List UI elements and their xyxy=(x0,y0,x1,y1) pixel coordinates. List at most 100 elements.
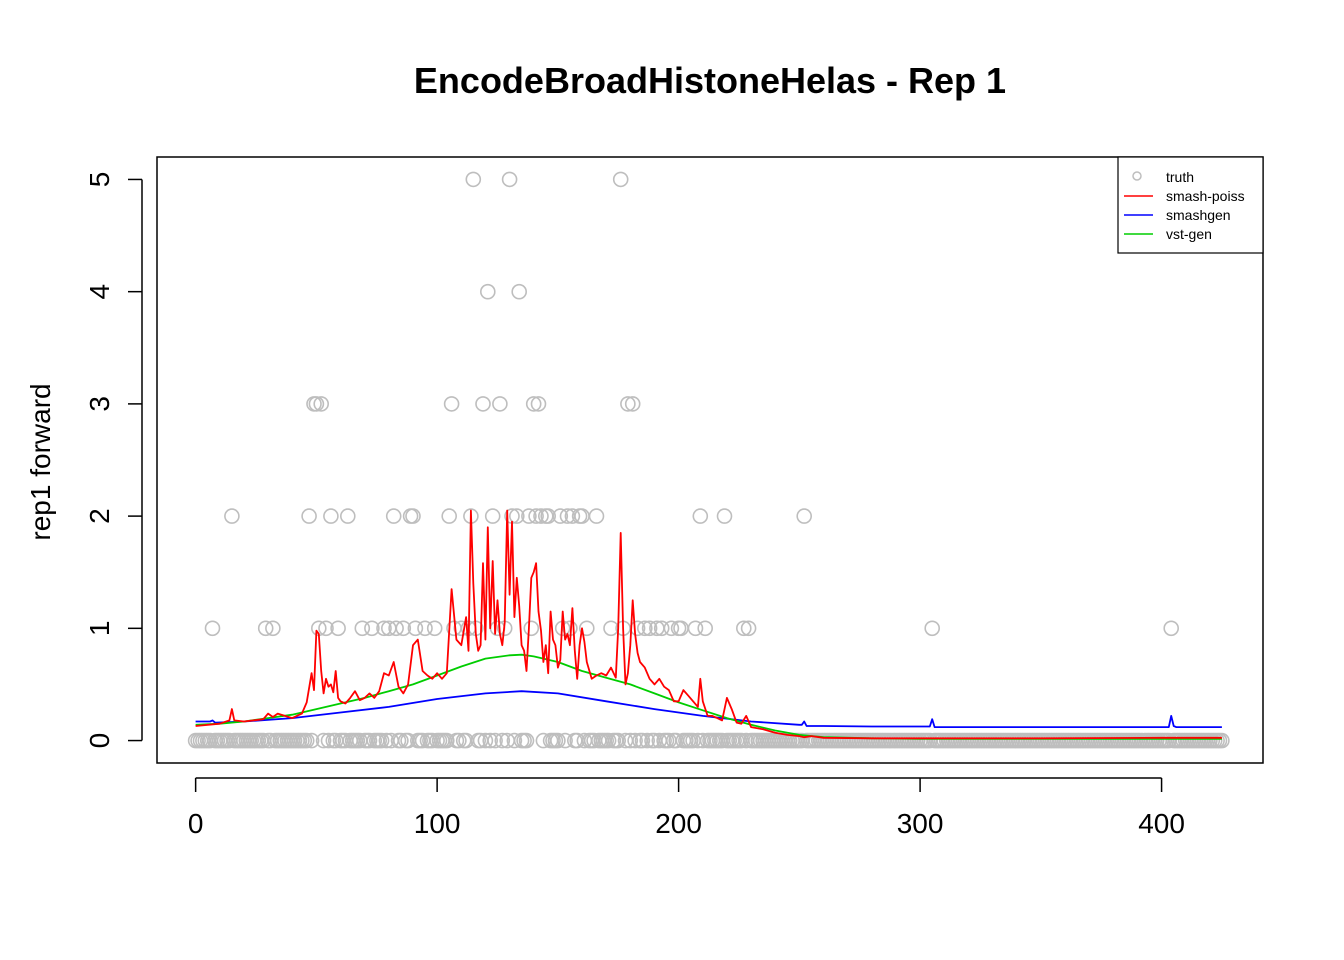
truth-point xyxy=(477,732,494,749)
truth-point xyxy=(318,620,334,637)
truth-point xyxy=(508,508,525,524)
truth-point xyxy=(441,508,458,524)
truth-point xyxy=(588,508,605,524)
chart-title: EncodeBroadHistoneHelas - Rep 1 xyxy=(414,60,1006,101)
y-tick-label: 2 xyxy=(84,508,115,524)
truth-point xyxy=(564,508,581,524)
truth-point xyxy=(634,732,651,749)
truth-point xyxy=(518,732,535,749)
truth-point xyxy=(323,508,339,524)
truth-point xyxy=(405,508,421,524)
truth-point xyxy=(557,732,573,749)
x-tick-label: 300 xyxy=(897,808,944,839)
truth-point xyxy=(1163,620,1179,637)
truth-point xyxy=(487,732,503,749)
truth-point xyxy=(482,732,499,749)
truth-point xyxy=(492,396,508,412)
truth-point xyxy=(385,508,402,524)
truth-point xyxy=(303,732,320,749)
truth-point xyxy=(301,508,317,524)
y-tick-label: 3 xyxy=(84,396,115,412)
truth-point xyxy=(620,396,636,412)
series-line-smash-poiss xyxy=(195,509,1222,740)
series-line-smashgen xyxy=(195,690,1222,728)
y-tick-label: 0 xyxy=(84,733,115,749)
truth-point xyxy=(636,620,653,637)
truth-point xyxy=(388,620,404,637)
truth-point xyxy=(687,620,704,637)
truth-points xyxy=(187,171,1230,749)
truth-point xyxy=(451,732,467,749)
y-axis-label: rep1 forward xyxy=(25,383,56,540)
truth-point xyxy=(521,508,537,524)
x-tick-label: 200 xyxy=(655,808,702,839)
truth-point xyxy=(443,396,460,412)
truth-point xyxy=(494,732,511,749)
truth-point xyxy=(622,732,639,749)
truth-point xyxy=(530,396,547,412)
x-tick-label: 100 xyxy=(414,808,461,839)
x-tick-label: 400 xyxy=(1138,808,1185,839)
truth-point xyxy=(438,732,455,749)
truth-point xyxy=(697,620,714,637)
truth-point xyxy=(257,620,274,637)
truth-point xyxy=(506,732,523,749)
truth-point xyxy=(395,620,412,637)
truth-point xyxy=(525,396,542,412)
truth-point xyxy=(528,508,544,524)
truth-point xyxy=(550,732,566,749)
truth-point xyxy=(641,620,658,637)
truth-point xyxy=(361,732,378,749)
truth-point xyxy=(540,508,557,524)
y-tick-label: 4 xyxy=(84,284,115,300)
legend-label: vst-gen xyxy=(1166,226,1212,242)
truth-point xyxy=(501,171,518,188)
truth-point xyxy=(692,508,709,524)
axes: 0 100 200 300 400 0 1 2 3 4 5 xyxy=(84,172,1185,839)
truth-point xyxy=(552,508,569,524)
truth-point xyxy=(716,508,733,524)
truth-point xyxy=(354,620,371,637)
truth-point xyxy=(639,732,656,749)
truth-point xyxy=(663,620,680,637)
truth-point xyxy=(600,732,617,749)
truth-point xyxy=(533,508,549,524)
truth-point xyxy=(740,620,757,637)
truth-point xyxy=(1214,732,1230,749)
legend-label: smashgen xyxy=(1166,207,1231,223)
y-tick-label: 5 xyxy=(84,172,115,188)
truth-point xyxy=(484,508,501,524)
truth-point xyxy=(315,732,332,749)
plot-frame xyxy=(156,156,1264,764)
truth-point xyxy=(426,620,443,637)
legend-box xyxy=(1117,156,1264,254)
truth-point xyxy=(924,620,941,637)
truth-point xyxy=(407,620,424,637)
truth-point xyxy=(475,396,491,412)
truth-point xyxy=(224,508,240,524)
truth-point xyxy=(796,508,813,524)
truth-point xyxy=(578,620,595,637)
truth-point xyxy=(376,620,392,637)
truth-point xyxy=(465,171,482,188)
truth-point xyxy=(373,732,390,749)
y-tick-label: 1 xyxy=(84,621,115,637)
truth-point xyxy=(298,732,315,749)
truth-point xyxy=(610,732,627,749)
truth-point xyxy=(653,620,670,637)
truth-point xyxy=(308,396,325,412)
truth-point xyxy=(364,620,380,637)
truth-point xyxy=(417,620,433,637)
legend-label: smash-poiss xyxy=(1166,188,1245,204)
legend-label: truth xyxy=(1166,169,1194,185)
legend: truth smash-poiss smashgen vst-gen xyxy=(1117,156,1264,254)
series-lines xyxy=(195,509,1222,740)
x-tick-label: 0 xyxy=(188,808,204,839)
truth-point xyxy=(624,396,641,412)
truth-point xyxy=(511,283,528,300)
truth-point xyxy=(339,508,356,524)
truth-point xyxy=(265,620,281,637)
truth-point xyxy=(479,283,496,300)
truth-point xyxy=(313,396,330,412)
